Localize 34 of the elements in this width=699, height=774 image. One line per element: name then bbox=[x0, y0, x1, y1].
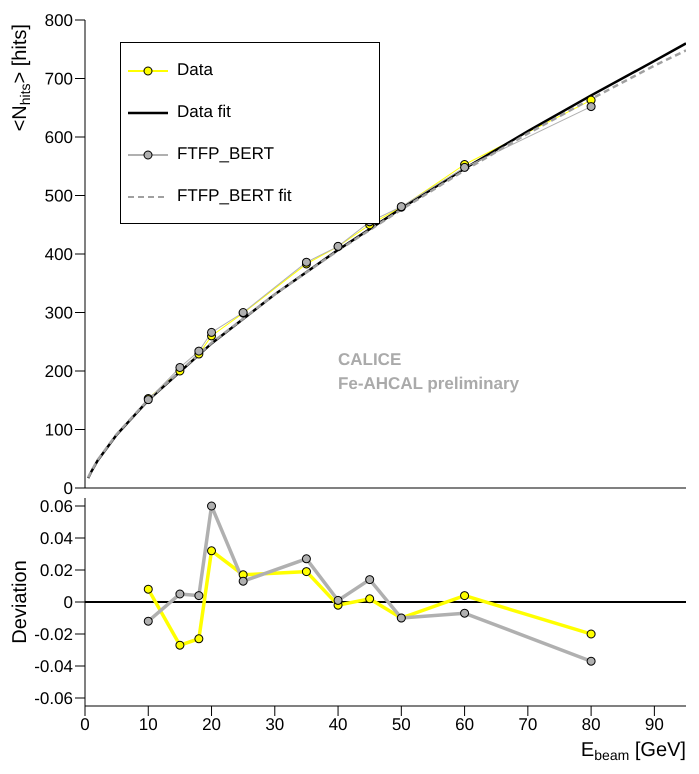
y-tick-label: 400 bbox=[44, 245, 73, 264]
y-tick-label: 0.06 bbox=[40, 497, 73, 516]
y-tick-label: 100 bbox=[44, 420, 73, 440]
legend-label: FTFP_BERT bbox=[177, 144, 274, 164]
x-tick-label: 50 bbox=[392, 715, 411, 734]
x-tick-label: 30 bbox=[265, 715, 284, 734]
legend-label: Data fit bbox=[177, 102, 231, 122]
y-tick-label: 600 bbox=[44, 128, 73, 148]
legend-label: Data bbox=[177, 60, 213, 80]
y-tick-label: 0 bbox=[64, 593, 73, 612]
x-tick-label: 60 bbox=[455, 715, 474, 734]
x-tick-label: 0 bbox=[80, 715, 90, 734]
y-axis-title: Deviation bbox=[9, 560, 31, 644]
annotation: CALICE bbox=[338, 349, 402, 371]
y-tick-label: 0.02 bbox=[40, 561, 73, 580]
x-tick-label: 90 bbox=[644, 715, 664, 734]
y-tick-label: -0.02 bbox=[34, 625, 73, 644]
legend-label: FTFP_BERT fit bbox=[177, 186, 292, 206]
y-tick-label: 800 bbox=[44, 11, 73, 30]
annotation: Fe-AHCAL preliminary bbox=[338, 373, 520, 395]
y-tick-label: 0.04 bbox=[40, 529, 73, 548]
y-tick-label: -0.04 bbox=[34, 657, 73, 676]
y-tick-label: 700 bbox=[44, 70, 73, 89]
y-tick-label: 500 bbox=[44, 186, 73, 206]
x-tick-label: 70 bbox=[518, 715, 538, 734]
x-axis-title: E$_{beam}$ [GeV] bbox=[580, 739, 686, 762]
x-tick-label: 80 bbox=[582, 715, 601, 734]
x-tick-label: 20 bbox=[202, 715, 221, 734]
x-tick-label: 10 bbox=[138, 715, 158, 734]
y-tick-label: 300 bbox=[44, 304, 73, 323]
y-tick-label: -0.06 bbox=[34, 689, 73, 708]
y-tick-label: 200 bbox=[44, 362, 73, 382]
x-tick-label: 40 bbox=[328, 715, 348, 734]
y-tick-label: 0 bbox=[64, 479, 73, 498]
